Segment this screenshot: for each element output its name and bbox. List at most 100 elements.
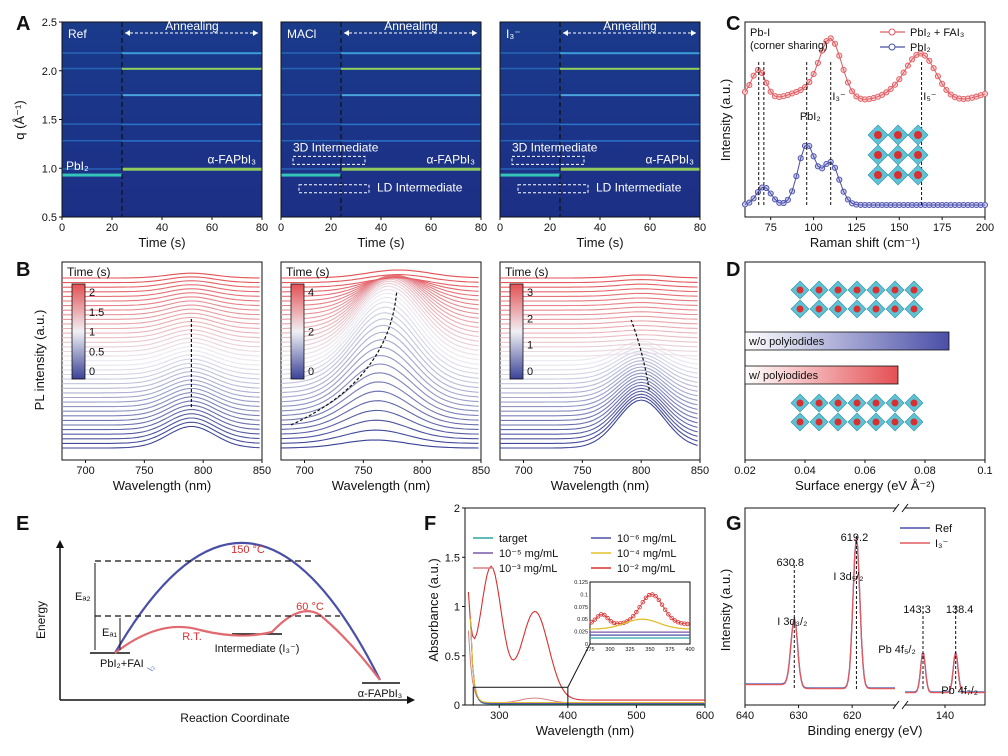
inset-point bbox=[653, 594, 658, 599]
inset-point bbox=[656, 597, 661, 603]
x-tick-label: 40 bbox=[375, 222, 387, 234]
x-axis-label: Surface energy (eV Å⁻²) bbox=[795, 478, 935, 493]
colorbar bbox=[71, 283, 86, 380]
colorbar-tick-label: 2 bbox=[89, 287, 95, 299]
pl-spectrum bbox=[62, 292, 260, 302]
atom bbox=[914, 171, 922, 179]
inset-point bbox=[643, 595, 649, 600]
y-tick-label: 1.5 bbox=[445, 552, 460, 564]
x-tick-label: 140 bbox=[936, 710, 954, 722]
xps-series-i3 bbox=[745, 538, 895, 690]
arrow-head bbox=[563, 30, 568, 36]
x-axis-label: Wavelength (nm) bbox=[332, 478, 431, 493]
pl-spectrum bbox=[62, 358, 260, 376]
y-tick-label: 1.0 bbox=[42, 163, 57, 175]
pl-spectrum bbox=[62, 337, 260, 353]
pl-spectrum bbox=[500, 297, 698, 302]
inset-point bbox=[595, 614, 601, 619]
x-tick-label: 175 bbox=[933, 222, 951, 234]
pl-spectrum bbox=[500, 350, 698, 376]
colorbar-tick-label: 0 bbox=[308, 366, 314, 378]
y-axis-label: Intensity (a.u.) bbox=[718, 569, 733, 651]
x-tick-label: 20 bbox=[325, 222, 337, 234]
heatmap-band bbox=[122, 123, 262, 126]
atom bbox=[874, 151, 882, 159]
pl-spectrum bbox=[280, 346, 479, 403]
pl-spectrum bbox=[500, 334, 698, 339]
panel-letter-f: F bbox=[424, 513, 436, 535]
phase-label: α-FAPbI₃ bbox=[207, 152, 256, 166]
x-tick-label: 800 bbox=[413, 465, 431, 477]
heatmap-band bbox=[62, 139, 122, 142]
x-tick-label: 0.04 bbox=[794, 465, 815, 477]
peak-value-label: 138.4 bbox=[946, 604, 974, 616]
legend-label: PbI₂ + FAI₃ bbox=[910, 27, 964, 39]
pl-spectrum bbox=[280, 354, 479, 407]
heatmap-band bbox=[281, 67, 341, 70]
heatmap-band bbox=[281, 52, 341, 54]
heatmap-band bbox=[62, 168, 122, 170]
atom bbox=[834, 418, 842, 426]
panel-letter-g: G bbox=[726, 513, 742, 535]
colorbar-tick-label: 0.5 bbox=[89, 346, 104, 358]
pl-spectrum bbox=[62, 404, 260, 426]
intermediate-ld-label: LD Intermediate bbox=[377, 181, 463, 195]
high-temp-path bbox=[114, 541, 381, 681]
pl-spectrum bbox=[62, 417, 260, 440]
heatmap-band bbox=[62, 67, 122, 70]
end-label: α-FAPbI₃ bbox=[358, 688, 402, 700]
pl-spectrum bbox=[280, 331, 479, 394]
inset-point bbox=[608, 619, 613, 624]
inset-series bbox=[590, 618, 690, 630]
heatmap-band bbox=[281, 173, 341, 177]
x-tick-label: 100 bbox=[804, 222, 822, 234]
legend-label: target bbox=[499, 533, 527, 545]
inset-x-tick-label: 400 bbox=[685, 647, 694, 653]
legend-label: 10⁻⁴ mg/mL bbox=[617, 548, 676, 560]
pl-spectrum bbox=[62, 371, 260, 389]
axis-arrow bbox=[56, 540, 64, 548]
x-tick-label: 700 bbox=[295, 465, 313, 477]
heatmap-band bbox=[281, 94, 341, 96]
pl-spectrum bbox=[280, 301, 479, 371]
inset-point bbox=[666, 612, 671, 617]
x-tick-label: 0 bbox=[278, 222, 284, 234]
pl-spectrum bbox=[280, 419, 479, 440]
pl-spectrum bbox=[62, 325, 260, 339]
heatmap-title: Ref bbox=[68, 27, 87, 41]
pl-spectrum bbox=[281, 277, 479, 288]
pl-spectrum bbox=[280, 372, 479, 417]
pl-spectrum bbox=[500, 279, 698, 284]
inset-point bbox=[605, 615, 610, 621]
atom bbox=[891, 286, 899, 294]
peak-value-label: 619.2 bbox=[841, 532, 869, 544]
arrow-head bbox=[472, 30, 477, 36]
heatmap-band bbox=[122, 167, 262, 171]
pl-spectrum bbox=[500, 329, 698, 334]
pl-spectrum bbox=[62, 288, 260, 297]
pl-spectrum bbox=[280, 285, 479, 352]
x-tick-label: 0.1 bbox=[977, 465, 992, 477]
pl-spectrum bbox=[280, 277, 479, 334]
pl-spectrum bbox=[62, 312, 260, 325]
inset-x-tick-label: 350 bbox=[645, 647, 654, 653]
legend-label: PbI₂ bbox=[910, 42, 931, 54]
pl-spectrum bbox=[280, 390, 479, 426]
inset-y-tick-label: 0.1 bbox=[580, 592, 588, 598]
inset-point bbox=[637, 605, 642, 610]
atom bbox=[834, 305, 842, 313]
raman-frame bbox=[744, 21, 986, 218]
colorbar-tick-label: 2 bbox=[308, 327, 314, 339]
inset-x-tick-label: 300 bbox=[605, 647, 614, 653]
surface-energy-bar bbox=[744, 365, 899, 385]
arrow-head bbox=[691, 30, 696, 36]
pl-spectrum bbox=[500, 363, 698, 394]
atom bbox=[891, 305, 899, 313]
pl-spectrum bbox=[500, 338, 698, 343]
pl-spectrum bbox=[62, 366, 260, 385]
inset-x-tick-label: 375 bbox=[665, 647, 674, 653]
inset-y-tick-label: 0.125 bbox=[574, 580, 588, 586]
x-tick-label: 150 bbox=[890, 222, 908, 234]
x-tick-label: 750 bbox=[354, 465, 372, 477]
raman-series-pbi2-fai3 bbox=[744, 37, 986, 100]
